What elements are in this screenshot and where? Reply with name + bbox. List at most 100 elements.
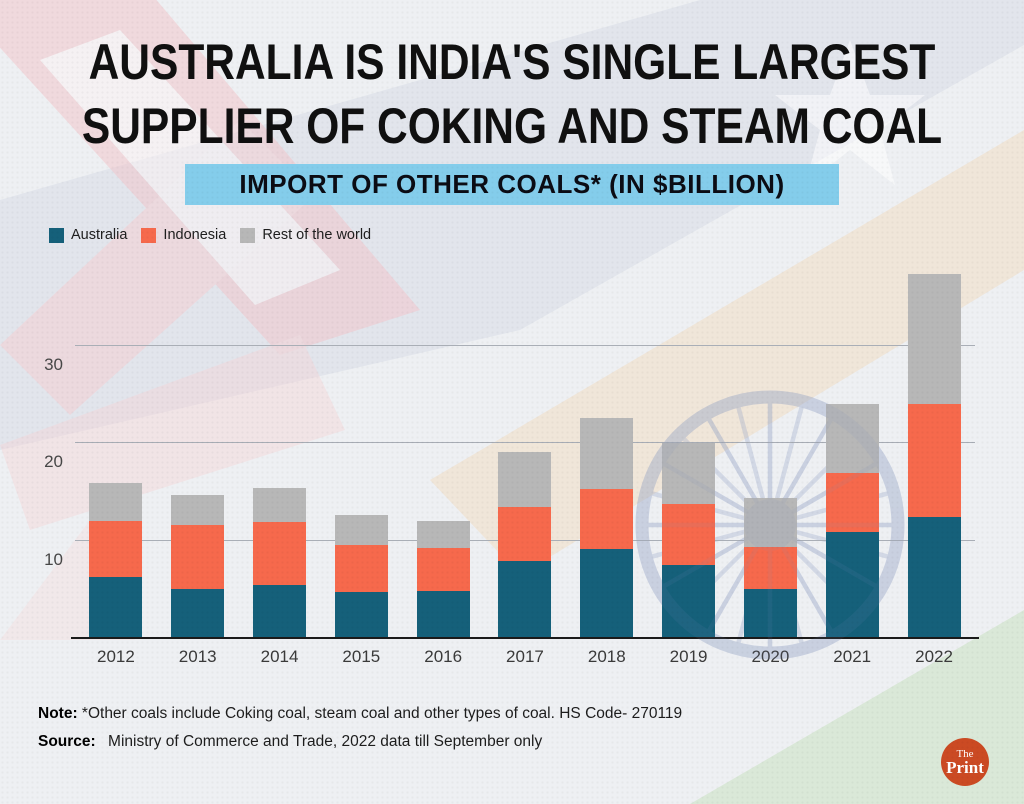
theprint-logo: The Print xyxy=(941,738,989,786)
bars-container: 2012 2013 2014 2015 2016 2017 2018 2019 2020 2021… xyxy=(75,268,975,666)
x-axis-label-2018: 2018 xyxy=(587,647,626,666)
x-axis-label-2017: 2017 xyxy=(506,647,544,666)
bar-segment-australia-2020 xyxy=(743,589,797,638)
legend-label-rest-of-world: Rest of the world xyxy=(262,227,372,243)
legend-swatch-australia xyxy=(49,227,64,243)
x-axis-line xyxy=(71,636,979,639)
source-line: Source: Ministry of Commerce and Trade, … xyxy=(38,731,682,752)
x-axis-label-2016: 2016 xyxy=(424,647,463,666)
bar-segment-rest-of-the-world-2012 xyxy=(89,483,143,522)
logo-line-2: Print xyxy=(946,758,984,777)
bar-segment-indonesia-2022 xyxy=(907,404,961,518)
legend-item-rest-of-world: Rest of the world xyxy=(240,227,371,243)
bar-segment-rest-of-the-world-2022 xyxy=(907,273,961,405)
bar-segment-australia-2021 xyxy=(825,531,879,638)
bar-2022 xyxy=(907,273,961,638)
source-text: Ministry of Commerce and Trade, 2022 dat… xyxy=(108,733,543,750)
legend-label-australia: Australia xyxy=(71,227,128,243)
bar-segment-indonesia-2021 xyxy=(825,473,879,532)
bar-2019 xyxy=(662,443,716,638)
bar-segment-indonesia-2015 xyxy=(334,544,388,593)
white-star xyxy=(775,40,925,185)
bar-segment-indonesia-2017 xyxy=(498,506,552,562)
bar-2012 xyxy=(89,483,143,638)
legend-item-indonesia: Indonesia xyxy=(141,227,226,243)
bar-2017 xyxy=(498,452,552,638)
y-tick-label-10: 10 xyxy=(44,549,63,569)
title-line-1: AUSTRALIA IS INDIA'S SINGLE LARGEST xyxy=(88,34,936,90)
bar-2018 xyxy=(580,417,634,638)
bar-segment-indonesia-2019 xyxy=(662,503,716,565)
indian-flag-saffron-band xyxy=(430,130,1024,575)
bar-segment-indonesia-2018 xyxy=(580,489,634,550)
x-axis-label-2013: 2013 xyxy=(178,647,217,666)
x-axis-label-2014: 2014 xyxy=(260,647,299,666)
x-axis-label-2019: 2019 xyxy=(669,647,708,666)
bar-segment-indonesia-2020 xyxy=(743,546,797,590)
bar-segment-rest-of-the-world-2017 xyxy=(498,452,552,507)
y-tick-label-30: 30 xyxy=(44,354,63,374)
bar-slot-2018: 2018 xyxy=(566,268,648,666)
bar-segment-indonesia-2013 xyxy=(171,525,225,590)
bar-slot-2014: 2014 xyxy=(239,268,321,666)
bar-segment-australia-2016 xyxy=(416,591,470,638)
x-axis-label-2020: 2020 xyxy=(751,647,790,666)
bar-segment-rest-of-the-world-2013 xyxy=(171,494,225,526)
footnotes: Note: *Other coals include Coking coal, … xyxy=(38,703,682,759)
legend-label-indonesia: Indonesia xyxy=(163,227,227,243)
x-axis-label-2015: 2015 xyxy=(342,647,381,666)
bar-2016 xyxy=(416,521,470,638)
chart-plot: 10 20 30 2012 2013 2014 2015 2016 2017 2018 2019 20… xyxy=(44,268,979,666)
bar-segment-rest-of-the-world-2015 xyxy=(334,515,388,545)
bar-slot-2016: 2016 xyxy=(402,268,484,666)
legend-item-australia: Australia xyxy=(49,227,127,243)
bar-2020 xyxy=(743,497,797,638)
bar-segment-rest-of-the-world-2021 xyxy=(825,404,879,474)
bar-segment-australia-2015 xyxy=(334,592,388,638)
bar-segment-australia-2019 xyxy=(662,564,716,638)
bar-2015 xyxy=(334,515,388,638)
source-label: Source: xyxy=(38,733,96,750)
x-axis-label-2012: 2012 xyxy=(96,647,135,666)
note-text: *Other coals include Coking coal, steam … xyxy=(81,705,683,722)
bar-slot-2019: 2019 xyxy=(648,268,730,666)
x-axis-label-2022: 2022 xyxy=(915,647,953,666)
legend-swatch-indonesia xyxy=(141,227,157,243)
logo-line-1: The xyxy=(956,748,974,760)
bar-slot-2022: 2022 xyxy=(893,268,975,666)
bar-segment-australia-2014 xyxy=(253,585,307,638)
note-line: Note: *Other coals include Coking coal, … xyxy=(38,703,682,724)
bar-segment-australia-2022 xyxy=(907,517,961,638)
note-label: Note: xyxy=(38,705,78,722)
bar-segment-indonesia-2014 xyxy=(253,522,307,586)
bar-slot-2017: 2017 xyxy=(484,268,566,666)
y-tick-label-20: 20 xyxy=(44,452,63,472)
bar-2013 xyxy=(171,494,225,638)
bar-slot-2012: 2012 xyxy=(75,268,157,666)
indian-flag-green-corner xyxy=(690,610,1024,804)
bar-segment-australia-2018 xyxy=(580,549,634,638)
bar-2014 xyxy=(253,488,307,638)
chart-subtitle-banner: IMPORT OF OTHER COALS* (IN $BILLION) xyxy=(185,164,839,205)
bar-segment-australia-2017 xyxy=(498,561,552,638)
bar-segment-rest-of-the-world-2014 xyxy=(253,488,307,523)
page-title: AUSTRALIA IS INDIA'S SINGLE LARGEST SUPP… xyxy=(0,30,1024,158)
bar-slot-2021: 2021 xyxy=(811,268,893,666)
bar-segment-australia-2013 xyxy=(171,589,225,638)
chart-legend: Australia Indonesia Rest of the world xyxy=(49,227,385,243)
gridline-30: 30 xyxy=(44,344,975,374)
bar-segment-indonesia-2012 xyxy=(89,521,143,577)
bar-segment-rest-of-the-world-2018 xyxy=(580,417,634,490)
bar-segment-indonesia-2016 xyxy=(416,548,470,592)
bar-2021 xyxy=(825,404,879,638)
legend-swatch-rest-of-world xyxy=(240,227,256,243)
bar-slot-2015: 2015 xyxy=(320,268,402,666)
bar-slot-2020: 2020 xyxy=(730,268,812,666)
bar-segment-australia-2012 xyxy=(89,576,143,638)
bar-segment-rest-of-the-world-2019 xyxy=(662,443,716,504)
x-axis-label-2021: 2021 xyxy=(833,647,872,666)
bar-slot-2013: 2013 xyxy=(157,268,239,666)
bar-segment-rest-of-the-world-2020 xyxy=(743,497,797,547)
gridline-20: 20 xyxy=(44,442,975,471)
